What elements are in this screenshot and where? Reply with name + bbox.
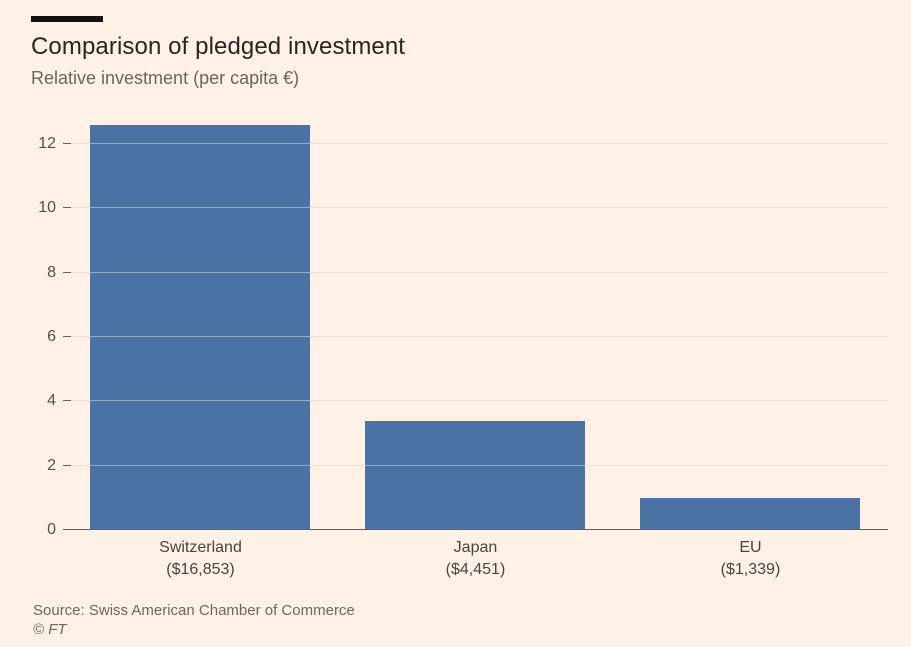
y-tick-mark-6 (63, 336, 71, 338)
gridline-y8 (63, 271, 888, 273)
x-label-eu: EU ($1,339) (613, 537, 888, 581)
gridline-y4 (63, 400, 888, 402)
bar-band-eu (613, 112, 888, 530)
y-tick-mark-4 (63, 400, 71, 402)
category-sublabel: ($1,339) (720, 561, 781, 578)
y-tick-label-8: 8 (47, 263, 56, 281)
bar-band-japan (338, 112, 613, 530)
gridline-overlay-y10 (63, 207, 888, 209)
bar-switzerland (90, 124, 311, 530)
gridline-y6 (63, 336, 888, 338)
gridline-overlay-y2 (63, 464, 888, 466)
gridline-y10 (63, 207, 888, 209)
y-tick-label-0: 0 (47, 521, 56, 538)
category-name: Switzerland (159, 539, 242, 556)
y-tick-mark-2 (63, 464, 71, 466)
y-tick-label-2: 2 (47, 456, 56, 474)
source-text: Source: Swiss American Chamber of Commer… (33, 602, 355, 619)
category-name: Japan (453, 539, 498, 556)
y-tick-label-4: 4 (47, 392, 56, 410)
x-axis-line (63, 529, 888, 530)
y-tick-mark-8 (63, 271, 71, 273)
y-tick-mark-10 (63, 207, 71, 209)
copyright-text: © FT (33, 621, 67, 638)
y-tick-label-12: 12 (38, 135, 56, 153)
x-label-japan: Japan ($4,451) (338, 537, 613, 581)
chart-subtitle: Relative investment (per capita €) (31, 68, 300, 88)
gridline-overlay-y6 (63, 336, 888, 338)
gridline-overlay-y8 (63, 271, 888, 273)
category-sublabel: ($4,451) (445, 561, 506, 578)
x-axis-labels: Switzerland ($16,853) Japan ($4,451) EU ($1,3… (63, 537, 888, 583)
title-rule (31, 16, 103, 22)
bar-band-switzerland (63, 112, 338, 530)
x-label-switzerland: Switzerland ($16,853) (63, 537, 338, 581)
category-sublabel: ($16,853) (166, 561, 235, 578)
y-tick-mark-12 (63, 143, 71, 145)
gridline-y12 (63, 143, 888, 145)
plot-area: 0 2 4 6 8 10 12 (38, 112, 888, 538)
bar-eu (640, 497, 861, 530)
bar-japan (365, 420, 586, 530)
y-tick-label-10: 10 (38, 199, 56, 217)
y-tick-label-6: 6 (47, 328, 56, 346)
gridline-overlay-y12 (63, 143, 888, 145)
category-name: EU (739, 539, 762, 556)
chart-title: Comparison of pledged investment (31, 33, 406, 60)
gridline-overlay-y4 (63, 400, 888, 402)
